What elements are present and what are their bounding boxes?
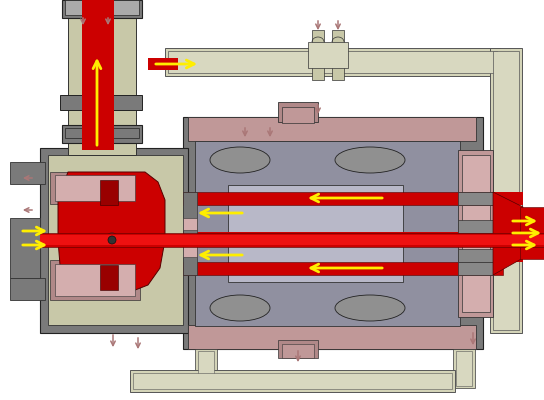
Bar bbox=[183, 262, 503, 275]
Bar bbox=[65, 0, 139, 15]
Bar bbox=[195, 348, 217, 388]
Bar bbox=[493, 249, 523, 262]
Bar bbox=[165, 48, 500, 76]
Bar bbox=[100, 265, 118, 290]
Bar bbox=[82, 0, 114, 150]
Bar bbox=[198, 351, 214, 386]
Bar bbox=[40, 235, 544, 245]
Bar bbox=[493, 220, 523, 233]
Ellipse shape bbox=[335, 147, 405, 173]
Bar bbox=[458, 262, 493, 275]
Ellipse shape bbox=[210, 295, 270, 321]
Bar bbox=[62, 0, 142, 18]
Bar bbox=[228, 185, 403, 282]
Bar bbox=[183, 245, 197, 257]
Bar bbox=[195, 141, 460, 326]
Bar bbox=[462, 155, 490, 312]
Bar bbox=[332, 30, 344, 80]
Bar bbox=[62, 125, 142, 143]
Bar bbox=[84, 0, 112, 148]
Bar bbox=[168, 51, 497, 73]
Bar bbox=[48, 155, 183, 325]
Bar bbox=[282, 107, 314, 123]
Bar bbox=[130, 370, 455, 392]
Bar bbox=[493, 51, 519, 330]
Bar bbox=[55, 264, 135, 296]
Bar bbox=[183, 232, 503, 236]
Bar bbox=[312, 30, 324, 80]
Bar bbox=[60, 95, 142, 110]
Bar bbox=[183, 192, 197, 275]
Bar bbox=[50, 172, 140, 204]
Bar bbox=[458, 150, 493, 317]
Bar bbox=[308, 42, 348, 68]
Bar bbox=[183, 192, 503, 205]
Bar bbox=[68, 0, 136, 155]
Bar bbox=[133, 373, 452, 389]
Bar bbox=[458, 249, 493, 262]
Ellipse shape bbox=[210, 147, 270, 173]
Bar bbox=[50, 260, 140, 300]
Bar bbox=[188, 325, 476, 349]
Bar bbox=[458, 220, 493, 233]
Bar bbox=[183, 218, 197, 230]
Bar bbox=[183, 117, 483, 349]
Bar bbox=[148, 58, 178, 70]
Bar bbox=[10, 218, 40, 278]
Bar bbox=[55, 175, 135, 201]
Bar bbox=[40, 148, 188, 333]
Bar bbox=[278, 340, 318, 358]
Polygon shape bbox=[58, 172, 165, 293]
Bar bbox=[520, 207, 544, 259]
Bar bbox=[100, 180, 118, 205]
Bar bbox=[40, 233, 544, 247]
Bar bbox=[10, 278, 45, 300]
Bar bbox=[282, 344, 314, 358]
Bar bbox=[456, 351, 472, 386]
Ellipse shape bbox=[335, 295, 405, 321]
Bar bbox=[65, 128, 139, 138]
Bar bbox=[458, 192, 493, 205]
Bar bbox=[188, 117, 476, 141]
Ellipse shape bbox=[105, 233, 119, 247]
Bar bbox=[490, 48, 522, 333]
Bar bbox=[278, 102, 318, 122]
Bar bbox=[493, 192, 523, 205]
Ellipse shape bbox=[108, 236, 116, 244]
Polygon shape bbox=[493, 192, 523, 275]
Bar bbox=[10, 162, 45, 184]
Bar bbox=[453, 348, 475, 388]
